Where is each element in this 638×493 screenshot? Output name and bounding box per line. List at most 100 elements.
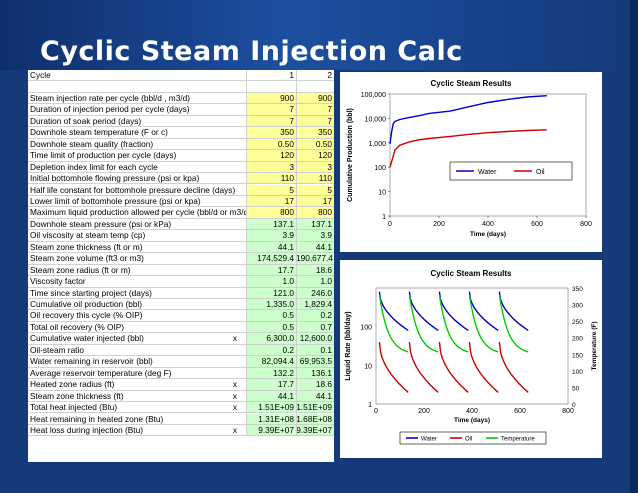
cycle-2-value[interactable]: 17 <box>296 195 334 207</box>
input-row[interactable]: Initial bottomhole flowing pressure (psi… <box>28 173 334 185</box>
cycle-1-value[interactable]: 0.50 <box>246 138 296 150</box>
cycle-1-value[interactable]: 1.0 <box>246 276 296 287</box>
output-row[interactable]: Steam zone thickness (ft) x 44.1 44.1 <box>28 390 334 403</box>
cycle-2-value[interactable]: 0.50 <box>296 138 334 150</box>
cycle-2-value[interactable]: 44.1 <box>296 241 334 253</box>
input-row[interactable]: Steam injection rate per cycle (bbl/d , … <box>28 92 334 105</box>
row-label: Cumulative oil production (bbl) <box>30 299 143 309</box>
chart-legend: Water Oil Temperature <box>399 431 547 445</box>
output-row[interactable]: Viscosity factor 1.0 1.0 <box>28 276 334 288</box>
cycle-2-value[interactable]: 110 <box>296 173 334 184</box>
cycle-2-value[interactable]: 2 <box>327 70 332 80</box>
cycle-2-value[interactable]: 18.6 <box>296 379 334 390</box>
cycle-2-value[interactable]: 12,600.0 <box>296 333 334 344</box>
cycle-1-value[interactable]: 800 <box>246 207 296 218</box>
cycle-2-value[interactable]: 136.1 <box>296 367 334 379</box>
cycle-2-value[interactable]: 18.6 <box>296 264 334 276</box>
output-row[interactable]: Oil viscosity at steam temp (cp) 3.9 3.9 <box>28 230 334 242</box>
output-row[interactable]: Total oil recovery (% OIP) 0.5 0.7 <box>28 321 334 334</box>
y2-tick-label: 100 <box>572 369 583 376</box>
cycle-2-value[interactable]: 246.0 <box>296 287 334 298</box>
cycle-1-value[interactable]: 17.7 <box>246 264 296 276</box>
row-label: Oil recovery this cycle (% OIP) <box>30 310 143 321</box>
cycle-2-value[interactable]: 137.1 <box>296 218 334 230</box>
cycle-2-value[interactable]: 0.1 <box>296 344 334 356</box>
cycle-1-value[interactable]: 121.0 <box>246 287 296 298</box>
cycle-1-value[interactable]: 120 <box>246 150 296 161</box>
output-row[interactable]: Downhole steam pressure (psi or kPa) 137.… <box>28 218 334 231</box>
cycle-2-value[interactable]: 3 <box>296 161 334 173</box>
output-row[interactable]: Cumulative oil production (bbl) 1,335.0 1,… <box>28 299 334 311</box>
cycle-1-value[interactable]: 3.9 <box>246 230 296 241</box>
spreadsheet[interactable]: Cycle 1 2 Steam injection rate per cycle (b… <box>28 70 334 462</box>
input-row[interactable]: Half life constant for bottomhole pressu… <box>28 184 334 196</box>
input-row[interactable]: Depletion index limit for each cycle 3 3 <box>28 161 334 174</box>
output-row[interactable]: Average reservoir temperature (deg F) 132… <box>28 367 334 380</box>
cycle-2-value[interactable]: 9.39E+07 <box>296 424 334 436</box>
cycle-2-value[interactable]: 5 <box>296 184 334 195</box>
output-row[interactable]: Heat loss during injection (Btu) x 9.39E+0… <box>28 424 334 437</box>
cycle-1-value[interactable]: 174,529.4 <box>246 253 296 264</box>
cycle-2-value[interactable]: 3.9 <box>296 230 334 241</box>
output-row[interactable]: Oil-steam ratio 0.2 0.1 <box>28 344 334 357</box>
input-row[interactable]: Time limit of production per cycle (days… <box>28 150 334 162</box>
cycle-2-value[interactable]: 44.1 <box>296 390 334 402</box>
cycle-1-value[interactable]: 1.31E+08 <box>246 413 296 424</box>
cycle-1-value[interactable]: 7 <box>246 104 296 115</box>
cycle-1-value[interactable]: 132.2 <box>246 367 296 379</box>
cycle-1-value[interactable]: 82,094.4 <box>246 356 296 367</box>
cycle-1-value[interactable]: 0.2 <box>246 344 296 356</box>
output-row[interactable]: Total heat injected (Btu) x 1.51E+09 1.51E+… <box>28 402 334 414</box>
cycle-2-value[interactable]: 190,677.4 <box>296 253 334 264</box>
cycle-2-value[interactable]: 1.51E+09 <box>296 402 334 413</box>
output-row[interactable]: Steam zone thickness (ft or m) 44.1 44.1 <box>28 241 334 254</box>
cycle-1-value[interactable]: 17 <box>246 195 296 207</box>
input-row[interactable]: Downhole steam temperature (F or c) 350 35… <box>28 127 334 139</box>
output-row[interactable]: Heated zone radius (ft) x 17.7 18.6 <box>28 379 334 391</box>
cycle-1-value[interactable]: 110 <box>246 173 296 184</box>
cycle-1-value[interactable]: 350 <box>246 127 296 138</box>
cycle-1-value[interactable]: 1 <box>289 70 294 80</box>
cycle-1-value[interactable]: 137.1 <box>246 218 296 230</box>
cycle-1-value[interactable]: 900 <box>246 92 296 104</box>
cycle-1-value[interactable]: 1.51E+09 <box>246 402 296 413</box>
cycle-2-value[interactable]: 900 <box>296 92 334 104</box>
cycle-1-value[interactable]: 44.1 <box>246 390 296 402</box>
output-row[interactable]: Time since starting project (days) 121.0 2… <box>28 287 334 299</box>
output-row[interactable]: Heat remaining in heated zone (Btu) 1.31E… <box>28 413 334 425</box>
input-row[interactable]: Lower limit of bottomhole pressure (psi … <box>28 195 334 208</box>
output-row[interactable]: Steam zone volume (ft3 or m3) 174,529.4 19… <box>28 253 334 265</box>
cycle-2-value[interactable]: 69,953.5 <box>296 356 334 367</box>
cycle-1-value[interactable]: 7 <box>246 115 296 127</box>
cycle-2-value[interactable]: 7 <box>296 115 334 127</box>
cycle-2-value[interactable]: 800 <box>296 207 334 218</box>
row-label: Cumulative water injected (bbl) <box>30 333 144 344</box>
cycle-1-value[interactable]: 3 <box>246 161 296 173</box>
cycle-1-value[interactable]: 6,300.0 <box>246 333 296 344</box>
input-row[interactable]: Downhole steam quality (fraction) 0.50 0.5… <box>28 138 334 151</box>
output-row[interactable]: Cumulative water injected (bbl) x 6,300.0 1… <box>28 333 334 345</box>
cycle-1-value[interactable]: 9.39E+07 <box>246 424 296 436</box>
cycle-2-value[interactable]: 0.7 <box>296 321 334 333</box>
cycle-2-value[interactable]: 1,829.4 <box>296 299 334 310</box>
input-row[interactable]: Maximum liquid production allowed per cy… <box>28 207 334 219</box>
cycle-1-value[interactable]: 44.1 <box>246 241 296 253</box>
header-row[interactable]: Cycle 1 2 <box>28 70 334 82</box>
cycle-1-value[interactable]: 0.5 <box>246 310 296 321</box>
cycle-1-value[interactable]: 5 <box>246 184 296 195</box>
cycle-1-value[interactable]: 17.7 <box>246 379 296 390</box>
cycle-2-value[interactable]: 1.68E+08 <box>296 413 334 424</box>
output-row[interactable]: Steam zone radius (ft or m) 17.7 18.6 <box>28 264 334 277</box>
cycle-2-value[interactable]: 1.0 <box>296 276 334 287</box>
output-row[interactable]: Oil recovery this cycle (% OIP) 0.5 0.2 <box>28 310 334 322</box>
row-label: Duration of injection period per cycle (… <box>30 104 190 115</box>
cycle-1-value[interactable]: 0.5 <box>246 321 296 333</box>
output-row[interactable]: Water remaining in reservoir (bbl) 82,094… <box>28 356 334 368</box>
cycle-1-value[interactable]: 1,335.0 <box>246 299 296 310</box>
input-row[interactable]: Duration of injection period per cycle (… <box>28 104 334 116</box>
input-row[interactable]: Duration of soak period (days) 7 7 <box>28 115 334 128</box>
cycle-2-value[interactable]: 7 <box>296 104 334 115</box>
cycle-2-value[interactable]: 350 <box>296 127 334 138</box>
cycle-2-value[interactable]: 120 <box>296 150 334 161</box>
cycle-2-value[interactable]: 0.2 <box>296 310 334 321</box>
